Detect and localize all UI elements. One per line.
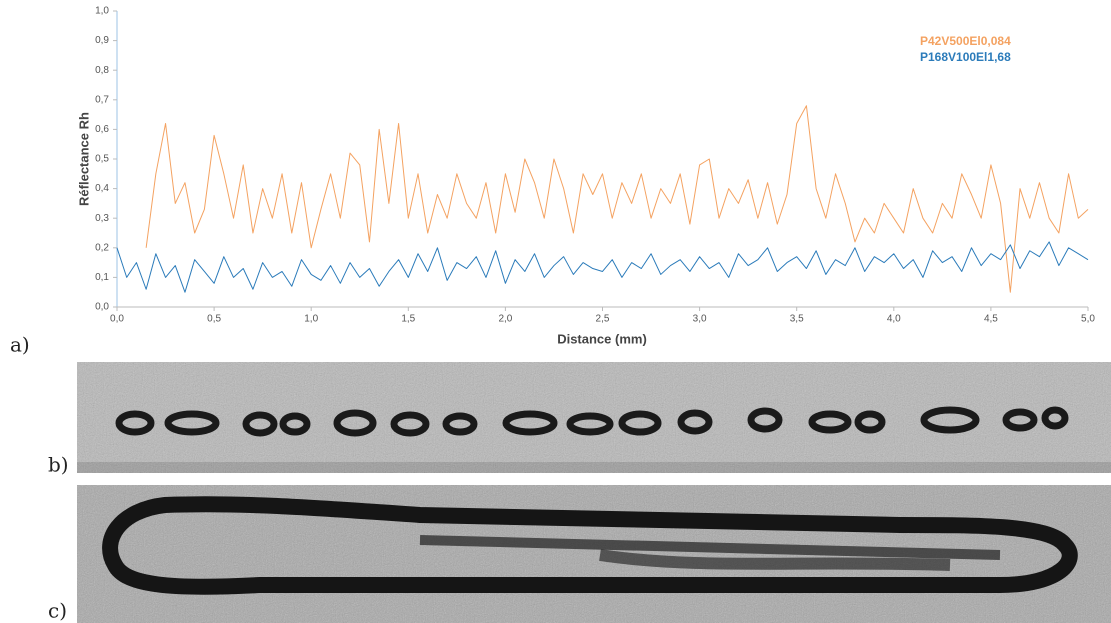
x-tick-label: 4,0 xyxy=(887,314,901,325)
panel-label: a) xyxy=(10,333,30,357)
series-line xyxy=(116,241,1089,293)
y-tick-label: 0,7 xyxy=(95,94,109,105)
x-tick-label: 1,0 xyxy=(304,314,318,325)
legend-entry: P42V500El0,084 xyxy=(920,34,1011,48)
x-tick-label: 2,0 xyxy=(498,314,512,325)
y-tick-label: 0,3 xyxy=(95,213,109,224)
panel-label: c) xyxy=(48,599,67,623)
panel-label: b) xyxy=(48,453,69,477)
y-tick-label: 0,0 xyxy=(95,302,109,313)
y-tick-label: 1,0 xyxy=(95,6,109,17)
y-tick-label: 0,1 xyxy=(95,272,109,283)
x-tick-label: 1,5 xyxy=(401,314,415,325)
legend-entry: P168V100El1,68 xyxy=(920,50,1011,64)
x-tick-label: 0,5 xyxy=(207,314,221,325)
micrograph-c xyxy=(77,485,1111,623)
series-line xyxy=(145,105,1089,293)
chart: Réflectance Rh Distance (mm) 0,0 0,1 0,2 0,… xyxy=(76,6,1095,347)
y-axis-title: Réflectance Rh xyxy=(76,112,91,206)
x-axis-title: Distance (mm) xyxy=(557,331,647,346)
x-tick-label: 5,0 xyxy=(1081,314,1095,325)
x-tick-label: 3,5 xyxy=(790,314,804,325)
x-tick-label: 4,5 xyxy=(984,314,998,325)
x-tick-label: 0,0 xyxy=(110,314,124,325)
x-tick-label: 2,5 xyxy=(596,314,610,325)
y-tick-label: 0,9 xyxy=(95,35,109,46)
y-tick-label: 0,4 xyxy=(95,183,109,194)
micrograph-b xyxy=(77,362,1111,473)
y-tick-label: 0,2 xyxy=(95,242,109,253)
y-tick-label: 0,6 xyxy=(95,124,109,135)
x-tick-label: 3,0 xyxy=(693,314,707,325)
y-tick-label: 0,8 xyxy=(95,65,109,76)
y-tick-label: 0,5 xyxy=(95,154,109,165)
